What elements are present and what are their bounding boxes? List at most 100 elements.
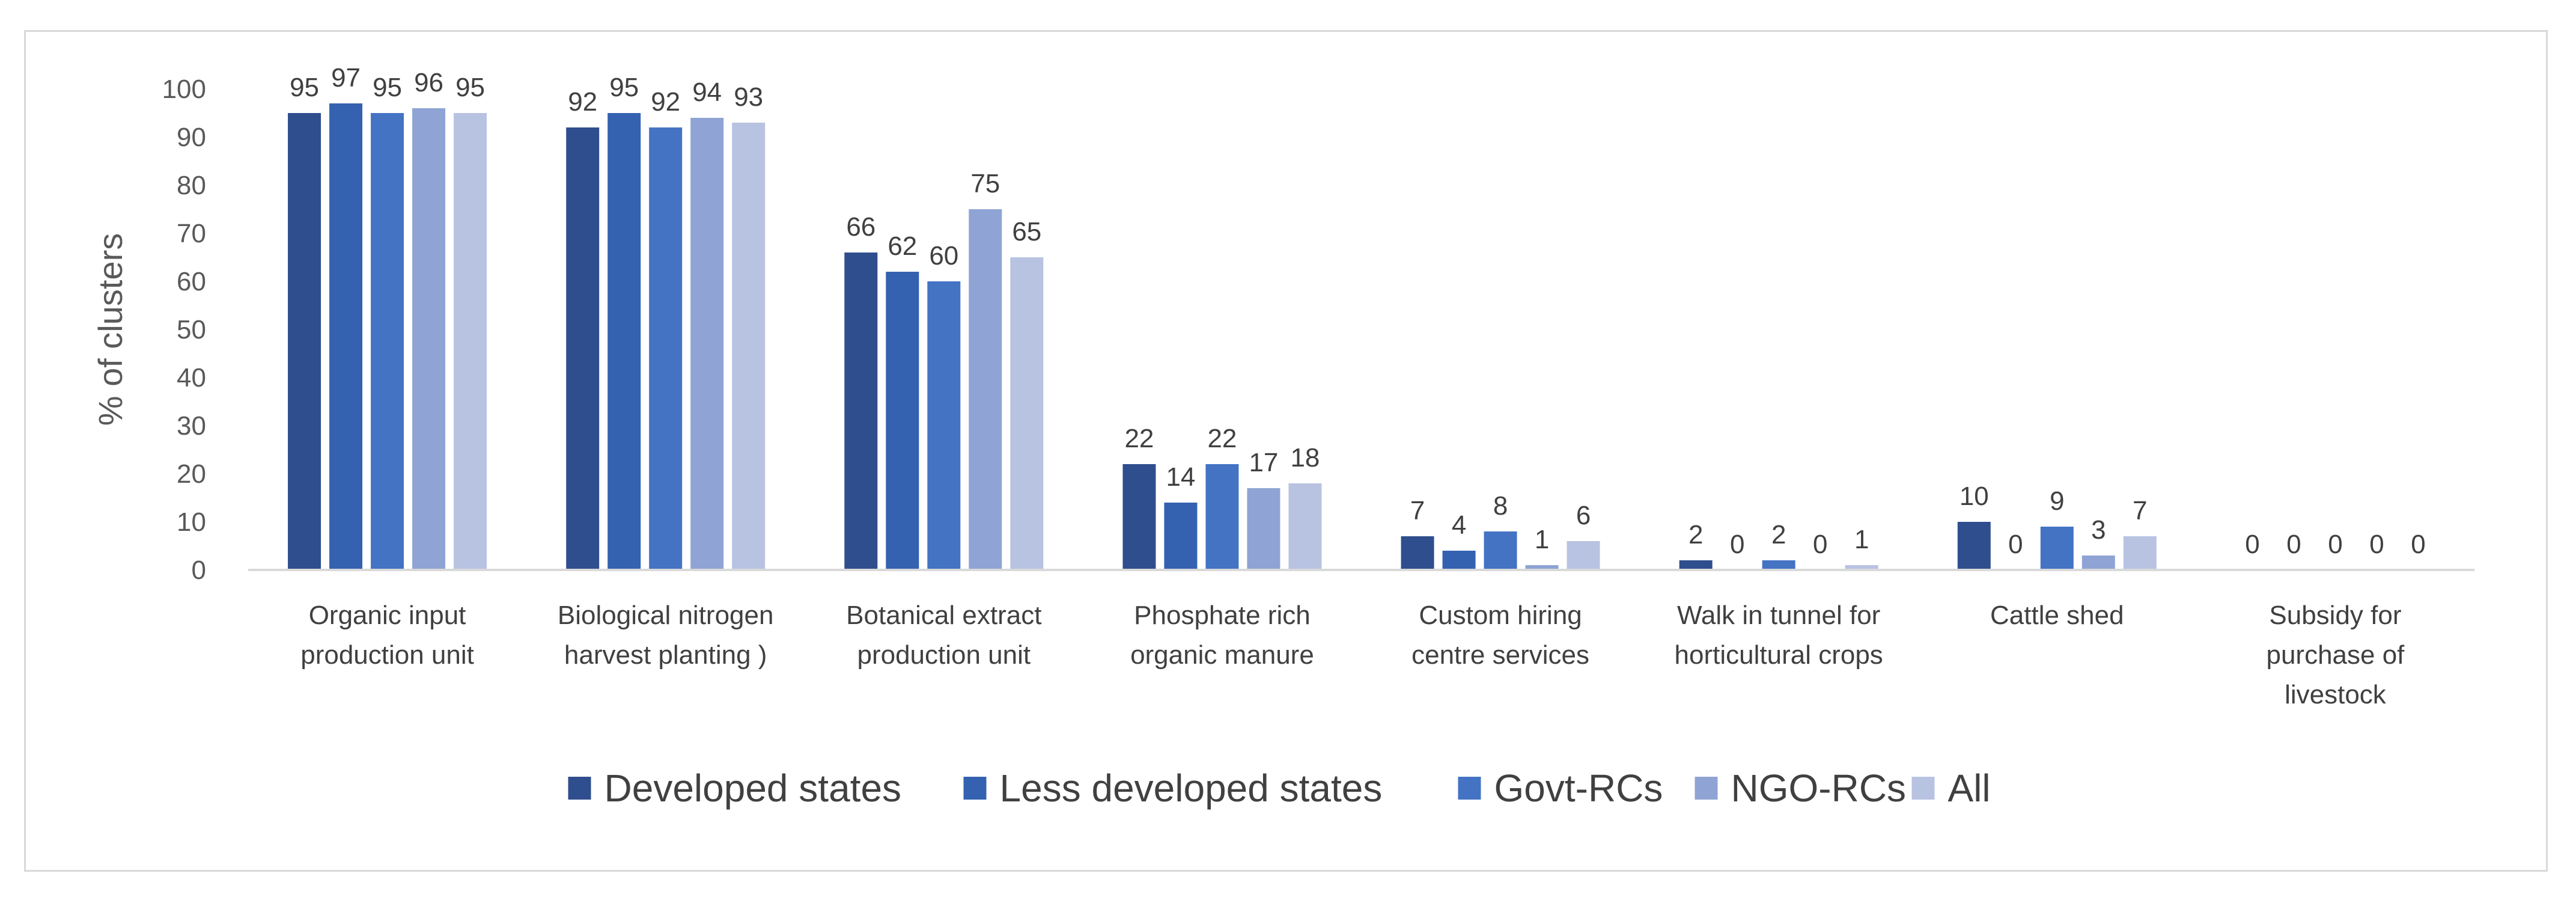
legend-label: NGO-RCs [1731, 767, 1907, 810]
bar [844, 253, 878, 570]
data-label: 22 [1124, 424, 1154, 453]
category-label: livestock [2285, 680, 2387, 709]
bar [886, 272, 919, 570]
y-tick-label: 0 [192, 556, 206, 585]
data-label: 75 [970, 169, 1000, 198]
category-label: Cattle shed [1990, 601, 2124, 630]
bar [412, 108, 446, 570]
bar [566, 127, 600, 570]
data-label: 7 [2133, 496, 2147, 525]
category-labels: Organic input production unit Biological n… [300, 601, 2405, 709]
data-label: 7 [1410, 496, 1425, 525]
category-label: organic manure [1130, 640, 1314, 670]
data-label: 1 [1535, 525, 1549, 554]
bar [1679, 560, 1713, 570]
legend-label: Developed states [604, 767, 902, 810]
bar [1247, 488, 1280, 570]
legend: Developed states Less developed states Gov… [568, 767, 1991, 810]
data-label: 6 [1576, 501, 1591, 530]
bar [649, 127, 683, 570]
data-label: 65 [1012, 217, 1041, 246]
category-label: horticultural crops [1675, 640, 1883, 670]
bar [1762, 560, 1795, 570]
data-label: 3 [2091, 515, 2106, 545]
legend-label: All [1948, 767, 1991, 810]
category-label: Walk in tunnel for [1677, 601, 1880, 630]
category-label: Biological nitrogen [558, 601, 774, 630]
data-label: 96 [414, 68, 443, 97]
data-label: 92 [651, 87, 680, 117]
data-label: 1 [1854, 525, 1869, 554]
data-label: 0 [1813, 530, 1827, 559]
data-label: 97 [331, 63, 361, 93]
category-label: Custom hiring [1419, 601, 1582, 630]
bar [1401, 536, 1434, 570]
bar [2040, 527, 2074, 570]
legend-swatch [1694, 777, 1718, 800]
data-label: 95 [609, 73, 639, 102]
legend-swatch [568, 777, 591, 800]
y-tick-label: 70 [177, 219, 206, 248]
bar [1164, 503, 1198, 570]
y-axis-ticks: 0 10 20 30 40 50 60 70 80 90 100 [162, 75, 206, 585]
data-label: 66 [846, 212, 875, 242]
category-label: production unit [857, 640, 1031, 670]
bar [1122, 464, 1156, 570]
y-axis-title: % of clusters [91, 233, 129, 426]
y-tick-label: 40 [177, 363, 206, 393]
bar [2123, 536, 2157, 570]
category-label: Botanical extract [846, 601, 1041, 630]
bar [1288, 483, 1322, 570]
bar [1845, 565, 1878, 570]
y-tick-label: 20 [177, 459, 206, 489]
legend-swatch [1911, 777, 1935, 800]
data-label: 2 [1771, 520, 1786, 549]
data-label: 0 [1730, 530, 1744, 559]
data-label: 8 [1493, 491, 1508, 521]
data-label: 0 [2411, 530, 2425, 559]
bar [371, 113, 404, 570]
data-label: 17 [1249, 448, 1278, 477]
bar [732, 123, 766, 570]
y-tick-label: 80 [177, 171, 206, 200]
bar [2081, 556, 2115, 570]
category-label: Organic input [309, 601, 466, 630]
y-tick-label: 30 [177, 411, 206, 441]
bar [454, 113, 487, 570]
category-label: centre services [1411, 640, 1589, 670]
data-label: 95 [455, 73, 485, 102]
data-label: 9 [2050, 486, 2064, 516]
bar [969, 209, 1002, 570]
bar [690, 118, 724, 570]
legend-label: Govt-RCs [1494, 767, 1663, 810]
bar [1205, 464, 1239, 570]
data-label: 60 [929, 241, 958, 271]
bar [607, 113, 641, 570]
category-label: Subsidy for [2269, 601, 2401, 630]
bar [1567, 541, 1600, 570]
data-label: 14 [1166, 462, 1195, 492]
data-label: 62 [888, 231, 917, 261]
category-label: harvest planting ) [564, 640, 767, 670]
y-tick-label: 90 [177, 123, 206, 152]
data-label: 92 [568, 87, 597, 117]
data-label: 0 [2328, 530, 2342, 559]
y-tick-label: 60 [177, 267, 206, 296]
y-tick-label: 100 [162, 75, 206, 104]
data-label: 0 [2286, 530, 2301, 559]
data-label: 94 [692, 78, 722, 107]
data-label: 95 [373, 73, 402, 102]
data-label: 93 [734, 82, 763, 112]
data-label: 10 [1959, 482, 1989, 511]
bar [1442, 551, 1476, 570]
category-label: Phosphate rich [1134, 601, 1311, 630]
legend-label: Less developed states [1000, 767, 1383, 810]
bar [1484, 531, 1517, 570]
bar [1525, 565, 1559, 570]
y-tick-label: 10 [177, 507, 206, 537]
chart-frame: 0 10 20 30 40 50 60 70 80 90 100 95 97 95 96 95 92 95 92 9… [24, 30, 2548, 872]
data-label: 22 [1207, 424, 1237, 453]
legend-swatch [963, 777, 987, 800]
